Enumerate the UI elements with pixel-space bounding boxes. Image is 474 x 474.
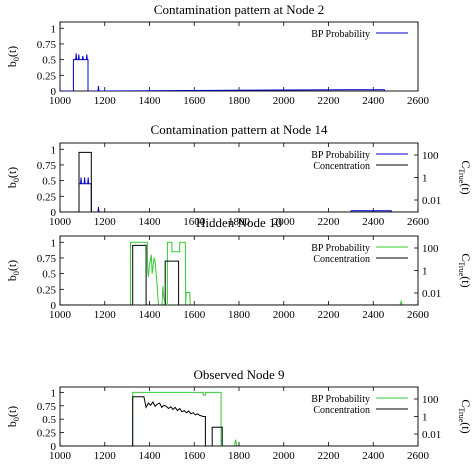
- x-tick-label: 1000: [49, 95, 72, 107]
- x-tick-label: 2400: [362, 95, 385, 107]
- y-axis-label: b0(t): [5, 167, 21, 188]
- series-bp-probability: [60, 241, 403, 305]
- x-tick-label: 1200: [94, 450, 117, 462]
- y-tick-label: 0.25: [37, 70, 57, 82]
- x-tick-label: 2000: [273, 95, 296, 107]
- legend-label: BP Probability: [311, 150, 370, 161]
- x-tick-label: 2200: [318, 450, 341, 462]
- y-tick-label: 0.25: [37, 284, 57, 296]
- x-tick-label: 1000: [49, 450, 72, 462]
- panel-title: Contamination pattern at Node 2: [154, 2, 324, 17]
- x-tick-label: 1800: [228, 450, 251, 462]
- right-tick-label: 100: [422, 394, 439, 406]
- panel-title: Observed Node 9: [194, 367, 285, 382]
- y-tick-label: 0: [51, 207, 57, 219]
- x-tick-label: 1400: [139, 450, 162, 462]
- y-axis-label: b0(t): [5, 406, 21, 427]
- y-axis-label: b0(t): [5, 46, 21, 67]
- right-axis-label: CTrue(t): [457, 160, 473, 194]
- x-tick-label: 1200: [94, 95, 117, 107]
- panel-title: Contamination pattern at Node 14: [151, 122, 328, 137]
- y-tick-label: 0.75: [37, 401, 57, 413]
- x-tick-label: 1400: [139, 216, 162, 228]
- y-tick-label: 0: [51, 441, 57, 453]
- x-tick-label: 1400: [139, 309, 162, 321]
- panel-1: Contamination pattern at Node 2 1000 1200 1…: [5, 2, 430, 107]
- right-tick-label: 0.01: [422, 195, 441, 207]
- legend-label: Concentration: [313, 161, 370, 172]
- y-tick-label: 0.5: [42, 269, 56, 281]
- legend-label: Concentration: [313, 405, 370, 416]
- x-tick-label: 2200: [318, 216, 341, 228]
- y-axis-label: b0(t): [5, 260, 21, 281]
- right-tick-label: 1: [422, 266, 428, 278]
- y-tick-label: 0.5: [42, 414, 56, 426]
- x-tick-label: 2600: [407, 216, 430, 228]
- x-tick-label: 1000: [49, 309, 72, 321]
- series-bp-probability: [60, 177, 393, 212]
- y-tick-label: 0.25: [37, 191, 57, 203]
- x-tick-label: 2600: [407, 309, 430, 321]
- legend-label: BP Probability: [311, 243, 370, 254]
- x-tick-label: 2400: [362, 309, 385, 321]
- x-tick-label: 2000: [273, 450, 296, 462]
- y-tick-label: 1: [51, 387, 57, 399]
- x-tick-label: 1400: [139, 95, 162, 107]
- x-tick-label: 2000: [273, 309, 296, 321]
- legend-label: BP Probability: [311, 394, 370, 405]
- right-tick-label: 1: [422, 173, 428, 185]
- y-tick-label: 0.75: [37, 253, 57, 265]
- series-concentration: [60, 244, 418, 305]
- y-tick-label: 0: [51, 86, 57, 98]
- series-concentration: [60, 151, 418, 212]
- y-tick-label: 0.5: [42, 55, 56, 67]
- x-tick-label: 2400: [362, 450, 385, 462]
- right-tick-label: 1: [422, 412, 428, 424]
- right-axis-label: CTrue(t): [457, 399, 473, 433]
- right-tick-label: 100: [422, 243, 439, 255]
- right-axis-label: CTrue(t): [457, 253, 473, 287]
- x-tick-label: 1600: [183, 450, 206, 462]
- x-tick-label: 1600: [183, 95, 206, 107]
- y-tick-label: 1: [51, 144, 57, 156]
- x-tick-label: 1200: [94, 216, 117, 228]
- x-tick-label: 1800: [228, 95, 251, 107]
- x-tick-label: 1600: [183, 216, 206, 228]
- y-tick-label: 0.75: [37, 160, 57, 172]
- x-tick-label: 2200: [318, 95, 341, 107]
- y-tick-label: 1: [51, 237, 57, 249]
- right-tick-label: 0.01: [422, 429, 441, 441]
- x-tick-label: 2400: [362, 216, 385, 228]
- legend-label: Concentration: [313, 254, 370, 265]
- x-tick-label: 1600: [183, 309, 206, 321]
- x-tick-label: 1200: [94, 309, 117, 321]
- x-tick-label: 2000: [273, 216, 296, 228]
- right-tick-label: 100: [422, 150, 439, 162]
- series-bp-probability: [60, 391, 238, 446]
- y-tick-label: 0.25: [37, 428, 57, 440]
- x-tick-label: 2600: [407, 95, 430, 107]
- x-tick-label: 1000: [49, 216, 72, 228]
- legend-label: BP Probability: [311, 29, 370, 40]
- y-tick-label: 0: [51, 300, 57, 312]
- y-tick-label: 0.75: [37, 39, 57, 51]
- x-tick-label: 1800: [228, 216, 251, 228]
- series-concentration: [60, 396, 418, 446]
- panel-title: Hidden Node 10: [196, 215, 282, 230]
- x-tick-label: 1800: [228, 309, 251, 321]
- y-tick-label: 0.5: [42, 176, 56, 188]
- right-tick-label: 0.01: [422, 288, 441, 300]
- x-tick-label: 2200: [318, 309, 341, 321]
- x-tick-label: 2600: [407, 450, 430, 462]
- y-tick-label: 1: [51, 23, 57, 35]
- series-bp-probability: [60, 53, 386, 91]
